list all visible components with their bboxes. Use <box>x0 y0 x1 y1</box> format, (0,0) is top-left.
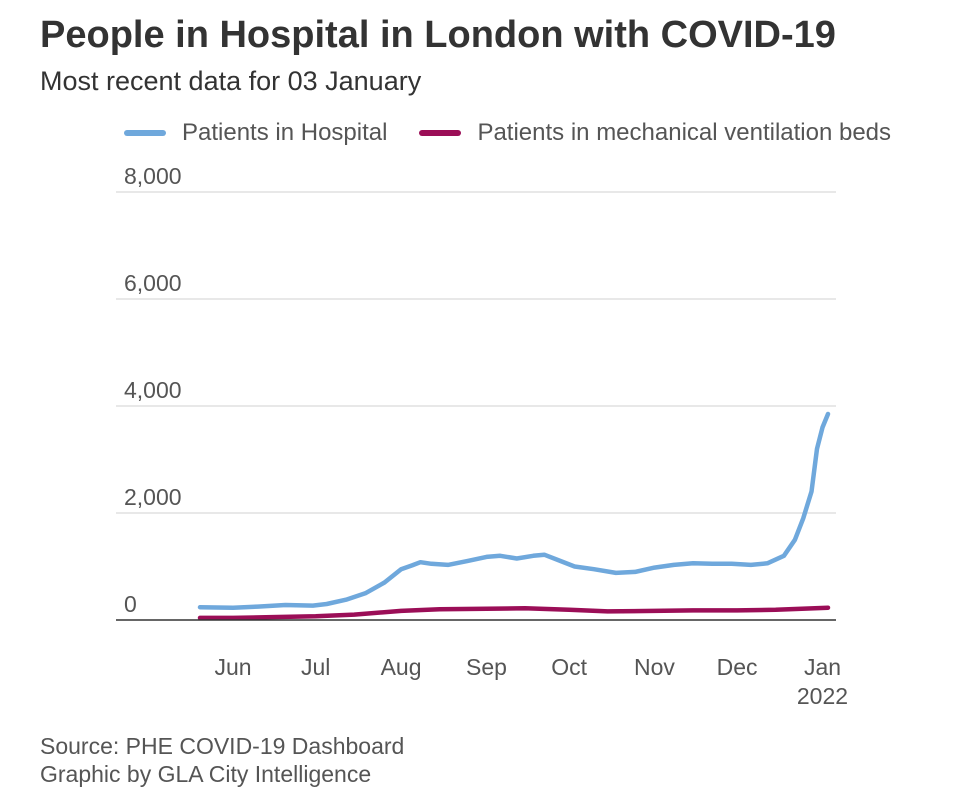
y-tick-label: 6,000 <box>124 270 182 296</box>
legend-label-ventilation: Patients in mechanical ventilation beds <box>477 119 892 146</box>
x-tick-sublabel: 2022 <box>797 683 848 709</box>
y-tick-label: 0 <box>124 591 137 617</box>
x-tick-label: Aug <box>381 654 422 680</box>
credit-note: Graphic by GLA City Intelligence <box>40 761 372 787</box>
x-tick-label: Jan <box>804 654 841 680</box>
x-tick-label: Nov <box>634 654 675 680</box>
y-tick-label: 4,000 <box>124 377 182 403</box>
series-line-mechanical-ventilation <box>197 605 831 621</box>
legend-item-hospital: Patients in Hospital <box>124 119 387 147</box>
legend: Patients in Hospital Patients in mechani… <box>124 118 923 148</box>
legend-swatch-ventilation <box>419 130 462 136</box>
chart-subtitle: Most recent data for 03 January <box>40 66 422 96</box>
y-tick-label: 2,000 <box>124 484 182 510</box>
source-note: Source: PHE COVID-19 Dashboard <box>40 733 405 759</box>
footer: Source: PHE COVID-19 Dashboard Graphic b… <box>40 732 404 788</box>
chart-title: People in Hospital in London with COVID-… <box>40 14 836 56</box>
y-tick-label: 8,000 <box>124 163 182 189</box>
x-tick-label: Jun <box>215 654 252 680</box>
x-tick-label: Sep <box>466 654 507 680</box>
x-tick-label: Dec <box>717 654 758 680</box>
series-line-patients-in-hospital <box>197 411 831 610</box>
x-tick-label: Oct <box>551 654 587 680</box>
x-tick-label: Jul <box>301 654 330 680</box>
legend-label-hospital: Patients in Hospital <box>182 119 388 146</box>
legend-item-ventilation: Patients in mechanical ventilation beds <box>419 119 891 147</box>
legend-swatch-hospital <box>124 130 166 136</box>
